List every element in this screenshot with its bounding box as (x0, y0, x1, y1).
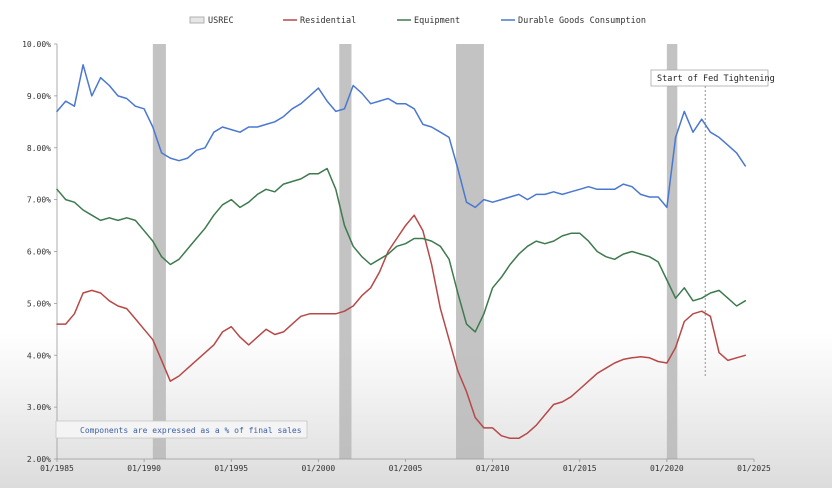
legend-label-residential: Residential (300, 16, 356, 26)
x-tick-label: 01/2010 (476, 464, 510, 473)
fed-tightening-label-box (650, 69, 769, 87)
x-tick-label: 01/2000 (302, 464, 336, 473)
series-line-durable-goods-consumption (56, 64, 747, 209)
y-tick-label: 7.00% (27, 196, 51, 205)
fed-tightening-label: Start of Fed Tightening (657, 74, 775, 84)
x-tick-label: 01/1995 (214, 464, 248, 473)
y-tick-label: 9.00% (27, 92, 51, 101)
y-tick-label: 2.00% (27, 455, 51, 464)
y-tick-label: 4.00% (27, 351, 51, 360)
x-axis-tick-labels: 01/1985 01/1990 01/1995 01/2000 01/2005 01/20… (40, 464, 771, 473)
series-line-residential (56, 214, 747, 440)
y-tick-label: 3.00% (27, 403, 51, 412)
chart-note-text: Components are expressed as a % of final… (80, 426, 302, 435)
legend-label-equipment: Equipment (414, 16, 460, 26)
x-tick-label: 01/2020 (650, 464, 684, 473)
x-tick-label: 01/2015 (563, 464, 597, 473)
legend-label-usrec: USREC (208, 16, 234, 26)
x-tick-label: 01/1985 (40, 464, 74, 473)
chart-note-box (55, 420, 308, 439)
x-tick-label: 01/2025 (737, 464, 771, 473)
recession-band-3 (456, 44, 484, 459)
legend-label-durable-goods: Durable Goods Consumption (518, 16, 646, 26)
chart-legend: USREC Residential Equipment Durable Good… (189, 16, 646, 26)
y-tick-label: 5.00% (27, 299, 51, 308)
x-tick-label: 01/1990 (127, 464, 161, 473)
series-lines (56, 64, 747, 440)
x-tick-label: 01/2005 (389, 464, 423, 473)
legend-swatch-usrec (189, 16, 205, 24)
y-tick-label: 10.00% (22, 40, 51, 49)
chart-note: Components are expressed as a % of final… (55, 420, 308, 439)
recession-band-4 (666, 44, 678, 459)
series-line-equipment (56, 167, 747, 333)
y-axis-tick-labels: 2.00% 3.00% 4.00% 5.00% 6.00% 7.00% 8.00% 9.00%… (22, 40, 51, 464)
chart-axes (54, 43, 755, 462)
y-tick-label: 6.00% (27, 248, 51, 257)
y-tick-label: 8.00% (27, 144, 51, 153)
recession-band-2 (339, 44, 352, 459)
fed-tightening-annotation: Start of Fed Tightening (650, 69, 775, 376)
